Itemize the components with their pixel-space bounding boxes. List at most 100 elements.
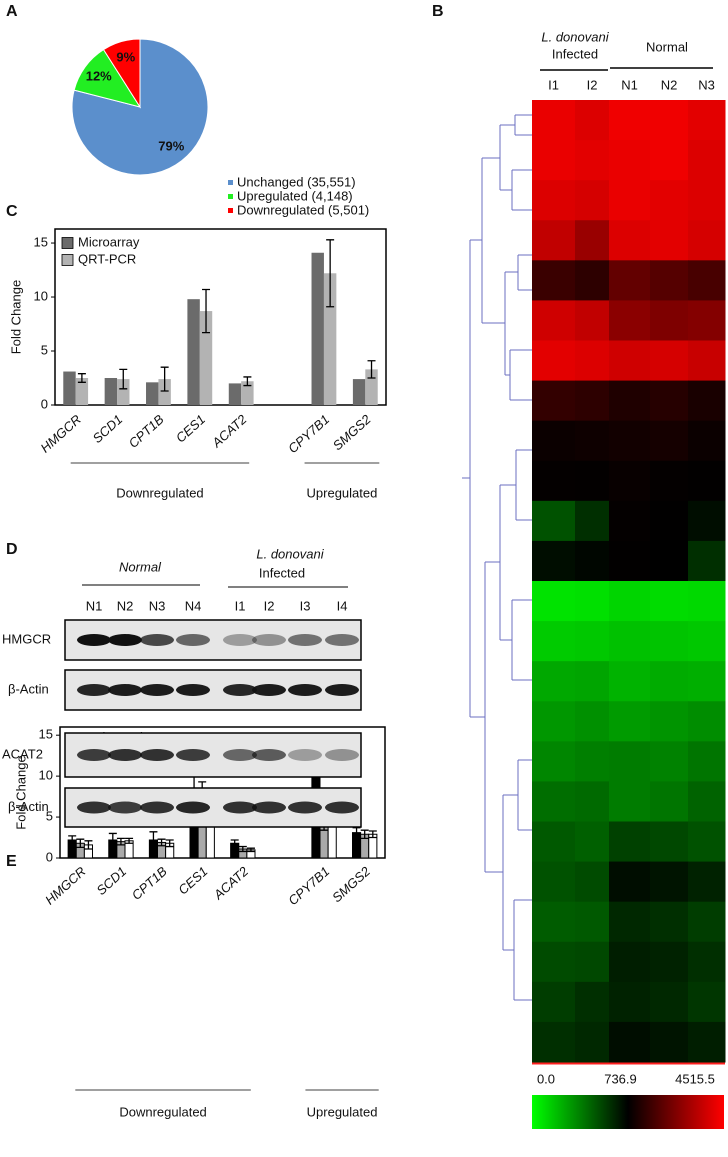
error-bar: [368, 830, 377, 839]
heatmap-cell: [688, 781, 726, 822]
y-tick-label: 5: [41, 342, 48, 357]
heatmap-cell: [650, 540, 689, 582]
heatmap-cell: [532, 260, 576, 301]
heatmap-cell: [575, 581, 610, 622]
group-label: Normal: [119, 559, 162, 574]
column-label: I1: [548, 77, 559, 92]
heatmap-cell: [575, 180, 610, 221]
colorbar-tick-label: 4515.5: [675, 1071, 715, 1086]
panel-label: A: [6, 3, 18, 20]
error-bar: [157, 838, 166, 847]
lane-label: I3: [300, 598, 311, 613]
blot-band: [288, 684, 322, 696]
error-bar: [77, 373, 86, 383]
heatmap-cell: [532, 300, 576, 341]
heatmap-cell: [609, 821, 651, 863]
blot-band: [325, 684, 359, 696]
heatmap-cell: [575, 701, 610, 742]
dendrogram: [462, 114, 532, 1001]
error-bar: [116, 837, 125, 846]
heatmap-cell: [532, 621, 576, 662]
pie-slice: [102, 38, 141, 109]
heatmap-cell: [532, 140, 576, 181]
x-tick-label: HMGCR: [37, 412, 84, 456]
group-label: Upregulated: [307, 1104, 378, 1119]
heatmap-cell: [575, 340, 610, 382]
heatmap-cell: [575, 380, 610, 422]
blot-band: [77, 749, 111, 761]
heatmap-cell: [609, 260, 651, 301]
heatmap-cell: [575, 260, 610, 301]
heatmap-cell: [609, 100, 651, 141]
heatmap-cell: [532, 901, 576, 943]
bar: [199, 311, 213, 405]
heatmap-cell: [650, 621, 689, 662]
x-tick-label: SCD1: [93, 864, 129, 898]
heatmap-cell: [575, 500, 610, 542]
heatmap-cell: [532, 741, 576, 782]
blot-band: [108, 684, 142, 696]
heatmap-cell: [575, 460, 610, 502]
heatmap-cell: [609, 581, 651, 622]
heatmap-cell: [609, 540, 651, 582]
heatmap-cell: [609, 180, 651, 221]
heatmap-cell: [688, 100, 726, 141]
blot-band: [176, 801, 210, 814]
plot-frame: [54, 228, 387, 406]
heatmap-cell: [650, 300, 689, 341]
heatmap-cell: [609, 741, 651, 782]
row-label: β-Actin: [8, 681, 49, 696]
heatmap-cell: [609, 140, 651, 181]
x-tick-label: SCD1: [90, 412, 126, 446]
colorbar-tick-label: 0.0: [537, 1071, 555, 1086]
row-label: ACAT2: [2, 746, 43, 761]
slice-label: 12%: [86, 68, 112, 83]
x-tick-label: CPT1B: [129, 863, 170, 902]
heatmap-cell: [609, 420, 651, 462]
heatmap-cell: [650, 941, 689, 983]
colorbar-tick-label: 736.9: [604, 1071, 637, 1086]
heatmap-cell: [609, 901, 651, 943]
heatmap-cell: [609, 500, 651, 542]
error-bar: [108, 832, 117, 848]
error-bar: [246, 847, 255, 853]
heatmap-cell: [650, 581, 689, 622]
blot-band: [108, 801, 142, 814]
bar: [158, 379, 171, 405]
lane-label: N4: [185, 598, 202, 613]
bar: [63, 371, 76, 405]
blot-band: [223, 801, 257, 814]
legend-label: Upregulated (4,148): [237, 188, 353, 203]
error-bar: [165, 839, 174, 848]
colorbar: [532, 1095, 724, 1129]
heatmap-cell: [688, 180, 726, 221]
panel-label: B: [432, 3, 444, 20]
heatmap-cell: [532, 100, 576, 141]
error-bar: [360, 829, 369, 839]
heatmap-cell: [532, 821, 576, 863]
y-tick-label: 0: [41, 396, 48, 411]
heatmap-cell: [609, 621, 651, 662]
heatmap-cell: [650, 901, 689, 943]
heatmap-cell: [688, 741, 726, 782]
blot-band: [108, 634, 142, 646]
row-label: β-Actin: [8, 799, 49, 814]
heatmap-cell: [609, 220, 651, 261]
heatmap-cell: [609, 861, 651, 903]
error-bar: [243, 376, 252, 387]
heatmap-cell: [609, 460, 651, 502]
lane-label: N3: [149, 598, 166, 613]
lane-label: I2: [264, 598, 275, 613]
legend-swatch: [228, 194, 233, 199]
slice-label: 9%: [116, 49, 135, 64]
group-label: Infected: [259, 565, 305, 580]
blot-band: [325, 749, 359, 761]
heatmap-cell: [650, 821, 689, 863]
heatmap-cell: [650, 420, 689, 462]
x-tick-label: CPT1B: [126, 411, 167, 450]
blot-band: [223, 749, 257, 761]
blot-band: [252, 684, 286, 696]
heatmap-cell: [532, 420, 576, 462]
heatmap-cell: [609, 701, 651, 742]
heatmap-cell: [688, 540, 726, 582]
